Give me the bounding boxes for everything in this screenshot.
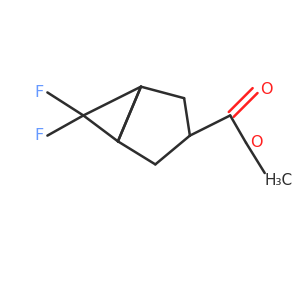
Text: O: O xyxy=(250,135,263,150)
Text: H₃C: H₃C xyxy=(265,173,293,188)
Text: F: F xyxy=(35,85,44,100)
Text: F: F xyxy=(35,128,44,143)
Text: O: O xyxy=(260,82,273,97)
